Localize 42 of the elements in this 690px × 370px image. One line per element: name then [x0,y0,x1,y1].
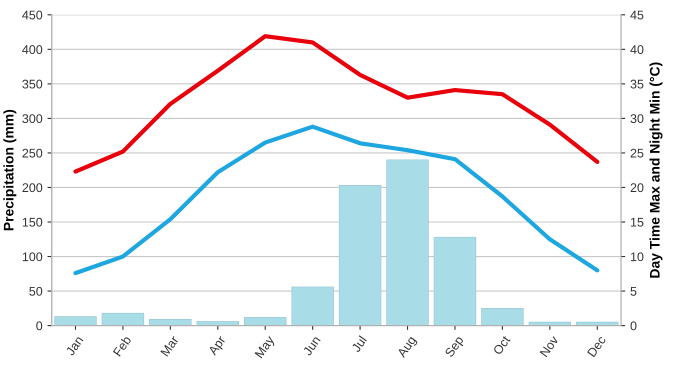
y-tick-label: 300 [22,114,42,124]
y-tick-label: 150 [22,218,42,227]
line-series [73,124,600,276]
y2-tick-label: 20 [630,183,644,192]
y-tick-label: 450 [22,10,42,20]
y-tick-label: 200 [22,183,42,192]
y2-tick-label: 25 [630,148,644,158]
bar [434,236,476,326]
y-tick-label: 400 [22,45,42,54]
y2-tick-label: 0 [630,321,636,330]
y-tick-label: 100 [22,252,42,262]
x-tick-label: Jan [65,336,84,356]
bar [338,185,382,326]
bar [244,316,286,326]
x-tick-label: Mar [160,335,180,357]
x-tick-label: Dec [587,335,606,358]
x-tick-label: Oct [492,334,511,356]
bar [149,319,192,326]
line-series [73,34,600,174]
bar [481,308,524,326]
y-tick-label: 250 [22,148,42,158]
y2-tick-label: 35 [630,80,644,89]
x-tick-label: Feb [112,335,132,357]
y-tick-label: 350 [22,80,42,89]
y-tick-label: 0 [36,321,42,330]
bar [291,286,334,326]
x-tick-label: Jun [302,336,321,356]
x-tick-label: Sep [444,335,466,360]
y2-tick-label: 5 [630,286,636,296]
y-tick-label: 50 [29,286,42,296]
bar [102,312,144,326]
x-tick-label: Jul [350,335,367,353]
y2-tick-label: 30 [630,114,644,124]
x-tick-label: Apr [208,335,228,358]
bar [54,316,97,326]
y-axis-title: Precipitation (mm) [3,110,16,230]
y2-tick-label: 45 [630,10,644,20]
bar [386,159,429,326]
y2-tick-label: 40 [630,45,644,54]
y2-tick-label: 10 [630,252,644,262]
y2-tick-label: 15 [630,218,644,227]
y2-axis-title: Day Time Max and Night Min (°C) [649,62,662,278]
